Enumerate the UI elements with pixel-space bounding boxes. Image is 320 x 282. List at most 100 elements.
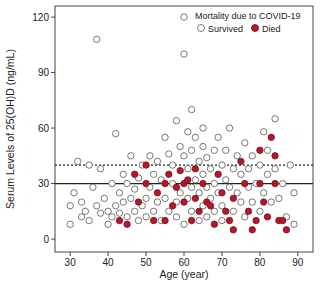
- y-tick: [51, 17, 55, 18]
- point: [166, 171, 172, 177]
- point: [207, 166, 213, 172]
- point: [192, 166, 198, 172]
- point: [204, 214, 210, 220]
- point: [128, 195, 134, 201]
- point: [226, 217, 232, 223]
- point: [234, 153, 240, 159]
- point: [219, 190, 225, 196]
- point: [101, 195, 107, 201]
- legend-marker: [198, 25, 205, 32]
- point: [181, 51, 187, 57]
- point: [150, 208, 156, 214]
- x-tick: [297, 252, 298, 256]
- point: [181, 221, 187, 227]
- point: [260, 190, 266, 196]
- point: [253, 217, 259, 223]
- point: [242, 140, 248, 146]
- legend-label: Died: [262, 24, 281, 34]
- point: [185, 166, 191, 172]
- x-tick: [70, 252, 71, 256]
- point: [242, 214, 248, 220]
- point: [173, 117, 179, 123]
- point: [67, 221, 73, 227]
- point: [196, 190, 202, 196]
- point: [188, 106, 194, 112]
- y-tick-label: 30: [38, 178, 50, 189]
- point: [287, 162, 293, 168]
- point: [219, 217, 225, 223]
- point: [279, 217, 285, 223]
- point: [257, 180, 263, 186]
- legend-title: Mortality due to COVID-19: [195, 11, 301, 21]
- point: [150, 171, 156, 177]
- point: [162, 217, 168, 223]
- point: [215, 134, 221, 140]
- point: [154, 190, 160, 196]
- point: [86, 217, 92, 223]
- point: [94, 203, 100, 209]
- point: [181, 153, 187, 159]
- point: [207, 203, 213, 209]
- point: [200, 125, 206, 131]
- point: [94, 36, 100, 42]
- point: [188, 147, 194, 153]
- point: [131, 208, 137, 214]
- point: [188, 217, 194, 223]
- point: [120, 171, 126, 177]
- point: [188, 208, 194, 214]
- point: [109, 214, 115, 220]
- legend-label: Survived: [208, 24, 243, 34]
- point: [211, 221, 217, 227]
- point: [211, 208, 217, 214]
- point: [131, 186, 137, 192]
- point: [249, 227, 255, 233]
- point: [272, 153, 278, 159]
- point: [150, 217, 156, 223]
- point: [215, 171, 221, 177]
- x-tick-label: 90: [292, 257, 304, 268]
- x-tick-label: 50: [140, 257, 152, 268]
- point: [143, 162, 149, 168]
- point: [177, 143, 183, 149]
- chart: 304050607080900306090120Age (year)Serum …: [0, 0, 320, 282]
- x-tick: [184, 252, 185, 256]
- legend: Mortality due to COVID-19 Survived Died: [195, 11, 301, 34]
- point: [272, 116, 278, 122]
- point: [223, 177, 229, 183]
- point: [226, 184, 232, 190]
- point: [116, 217, 122, 223]
- point: [257, 147, 263, 153]
- point: [162, 134, 168, 140]
- point: [78, 214, 84, 220]
- point: [200, 143, 206, 149]
- point: [120, 199, 126, 205]
- point: [200, 180, 206, 186]
- point: [279, 180, 285, 186]
- point: [200, 171, 206, 177]
- point: [219, 203, 225, 209]
- point: [223, 147, 229, 153]
- point: [116, 190, 122, 196]
- plot-frame: [55, 6, 313, 252]
- point: [143, 195, 149, 201]
- point: [245, 208, 251, 214]
- point: [268, 134, 274, 140]
- point: [272, 180, 278, 186]
- point: [238, 199, 244, 205]
- point: [192, 134, 198, 140]
- legend-marker: [252, 25, 259, 32]
- point: [272, 166, 278, 172]
- point: [113, 203, 119, 209]
- point: [154, 199, 160, 205]
- point: [291, 190, 297, 196]
- point: [192, 177, 198, 183]
- point: [204, 154, 210, 160]
- point: [196, 217, 202, 223]
- point: [86, 162, 92, 168]
- point: [143, 180, 149, 186]
- x-tick: [146, 252, 147, 256]
- point: [238, 171, 244, 177]
- point: [230, 227, 236, 233]
- point: [128, 153, 134, 159]
- point: [90, 184, 96, 190]
